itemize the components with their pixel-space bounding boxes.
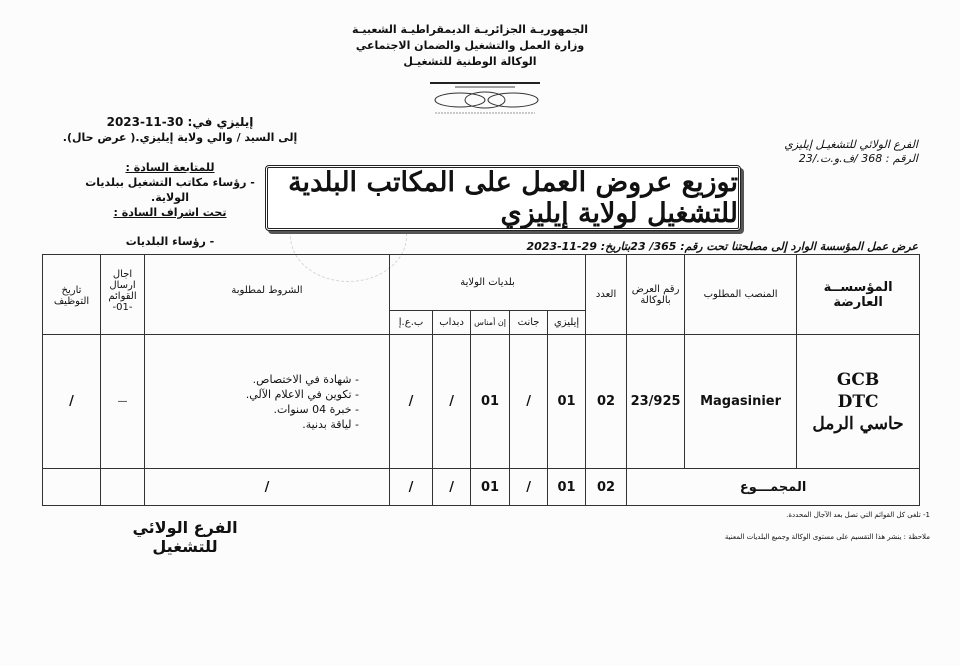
header-post: المنصب المطلوب <box>684 254 798 335</box>
sender-block: الفرع الولائي للتشغيـل إيليزي الرقم : 36… <box>718 138 918 166</box>
header-deadline: اجال ارسال القوائم -01- <box>100 254 145 335</box>
entity-line: حاسي الرمل <box>812 413 904 434</box>
total-commune: 01 <box>470 468 511 506</box>
header-commune: إن أمناس <box>470 310 511 335</box>
total-row: المجمـــوع 02 01 / 01 / / / <box>42 468 921 506</box>
total-commune: / <box>509 468 549 506</box>
condition-item: تكوين في الاعلام الآلي. <box>145 387 359 402</box>
cell-conditions: شهادة في الاختصاص. تكوين في الاعلام الآل… <box>144 334 390 469</box>
address-block: إيليزي في: 30-11-2023 إلى السيد / والي و… <box>60 115 300 145</box>
header-commune: إيليزي <box>547 310 587 335</box>
recipient: إلى السيد / والي ولاية إيليزي.( عرض حال)… <box>62 131 298 144</box>
note: ملاحظة : ينشر هذا التقسيم على مستوى الوك… <box>724 533 930 541</box>
header-offer-no: رقم العرض بالوكالة <box>626 254 686 335</box>
cell-commune: / <box>432 334 472 469</box>
header-commune: جانت <box>509 310 549 335</box>
header-entity: المؤسســة العارضة <box>796 254 921 335</box>
cell-commune: / <box>509 334 549 469</box>
sender-branch: الفرع الولائي للتشغيـل إيليزي <box>784 138 918 151</box>
cell-commune: 01 <box>547 334 587 469</box>
condition-item: خبرة 04 سنوات. <box>145 402 359 417</box>
total-commune: 01 <box>547 468 587 506</box>
cell-offer-no: 23/925 <box>626 334 686 469</box>
cell-commune: 01 <box>470 334 511 469</box>
letterhead: الجمهوريـة الجزائريـة الديمقراطيـة الشعب… <box>330 22 610 70</box>
total-commune: / <box>388 468 434 506</box>
follow-up-item: - رؤساء مكاتب التشغيل ببلديات الولاية. <box>85 176 255 204</box>
condition-item: لياقة بدنية. <box>145 417 359 432</box>
header-count: العدد <box>585 254 628 335</box>
cell-entity: GCB DTC حاسي الرمل <box>796 334 921 469</box>
cell-deadline: — <box>100 334 145 469</box>
cell-commune: / <box>388 334 434 469</box>
supervision-label: تحت اشراف السادة : <box>113 206 227 219</box>
cell-hire-date: / <box>42 334 101 469</box>
follow-up-block: للمتابعة السادة : - رؤساء مكاتب التشغيل … <box>70 160 270 249</box>
agency-logo <box>430 82 540 114</box>
entity-line: DTC <box>837 391 879 412</box>
job-offers-table: المؤسســة العارضة المنصب المطلوب رقم الع… <box>42 254 921 506</box>
ministry-line: وزارة العمل والتشغيل والضمان الاجتماعي <box>355 39 585 52</box>
footnote: 1- تلغى كل القوائم التي تصل بعد الآجال ا… <box>786 511 930 519</box>
header-conditions: الشروط لمطلوبة <box>144 254 390 335</box>
table-row: GCB DTC حاسي الرمل Magasinier 23/925 02 … <box>42 334 921 469</box>
cell-count: 02 <box>585 334 628 469</box>
header-commune: دبداب <box>432 310 472 335</box>
total-empty <box>100 468 145 506</box>
total-label: المجمـــوع <box>626 468 921 506</box>
cell-post: Magasinier <box>684 334 798 469</box>
entity-line: GCB <box>836 369 880 390</box>
agency-line: الوكالة الوطنية للتشغيـل <box>403 55 537 68</box>
place-date: إيليزي في: 30-11-2023 <box>106 115 254 129</box>
subtitle: عرض عمل المؤسسة الوارد إلى مصلحتنا تحت ر… <box>526 240 918 253</box>
condition-item: شهادة في الاختصاص. <box>145 372 359 387</box>
document-title: توزيع عروض العمل على المكاتب البلدية للت… <box>265 165 741 231</box>
header-commune: ب.ع.إ <box>388 310 434 335</box>
header-hire-date: تاريخ التوظيف <box>42 254 101 335</box>
republic-line: الجمهوريـة الجزائريـة الديمقراطيـة الشعب… <box>351 23 588 36</box>
reference-number: الرقم : 368 /ف.و.ت./23 <box>798 152 918 165</box>
follow-up-label: للمتابعة السادة : <box>125 161 215 174</box>
total-count: 02 <box>585 468 628 506</box>
total-conditions: / <box>144 468 390 506</box>
header-communes: بلديات الولاية <box>388 254 587 311</box>
signature-block: الفرع الولائي للتشغيل <box>132 518 238 556</box>
supervision-item: - رؤساء البلديات <box>125 235 215 248</box>
total-empty <box>42 468 101 506</box>
total-commune: / <box>432 468 472 506</box>
